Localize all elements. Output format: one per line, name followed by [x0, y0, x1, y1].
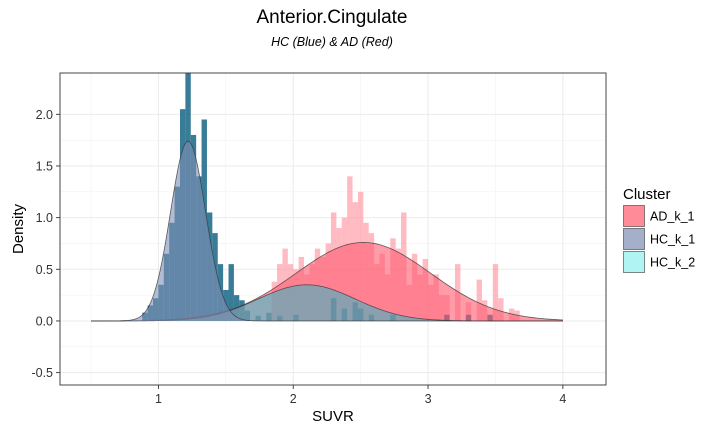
legend-swatch [623, 205, 645, 227]
legend-item-hc-k-2: HC_k_2 [623, 251, 695, 273]
histogram-bar-ad [476, 279, 482, 321]
y-tick-label: -0.5 [31, 366, 53, 380]
axes: 1 2 3 4 -0.5 0.0 0.5 1.0 1.5 2.0 [31, 108, 566, 406]
density-area-hc-k-2 [91, 284, 563, 321]
x-tick-label: 4 [559, 392, 566, 406]
legend-label: AD_k_1 [650, 210, 695, 224]
y-tick-label: 0.0 [36, 314, 53, 328]
chart-subtitle: HC (Blue) & AD (Red) [271, 35, 393, 49]
y-tick-label: 1.0 [36, 211, 53, 225]
legend-swatch [623, 251, 645, 273]
legend-item-hc-k-1: HC_k_1 [623, 228, 695, 250]
plot-border [59, 72, 607, 386]
histogram-bar-ad [492, 264, 499, 321]
chart-title: Anterior.Cingulate [256, 7, 407, 28]
legend-label: HC_k_2 [650, 256, 695, 270]
y-tick-label: 0.5 [36, 263, 53, 277]
density-curves [91, 140, 563, 322]
histogram-bar-hc [228, 264, 234, 321]
x-tick-label: 2 [290, 392, 297, 406]
legend-swatch [623, 228, 645, 250]
y-axis-title: Density [10, 203, 27, 254]
density-area-hc-k-1 [91, 141, 563, 321]
legend-label: HC_k_1 [650, 233, 695, 247]
density-area-ad-k-1 [91, 242, 563, 321]
legend: Cluster AD_k_1 HC_k_1 HC_k_2 [623, 186, 695, 273]
x-axis-title: SUVR [312, 408, 354, 425]
histogram-bar-ad [498, 298, 504, 321]
legend-title: Cluster [623, 186, 671, 203]
x-tick-label: 3 [425, 392, 432, 406]
x-tick-label: 1 [155, 392, 162, 406]
y-tick-label: 1.5 [36, 159, 53, 173]
density-line-hc-k-1 [91, 140, 563, 322]
legend-item-ad-k-1: AD_k_1 [623, 205, 695, 227]
y-tick-label: 2.0 [36, 108, 53, 122]
